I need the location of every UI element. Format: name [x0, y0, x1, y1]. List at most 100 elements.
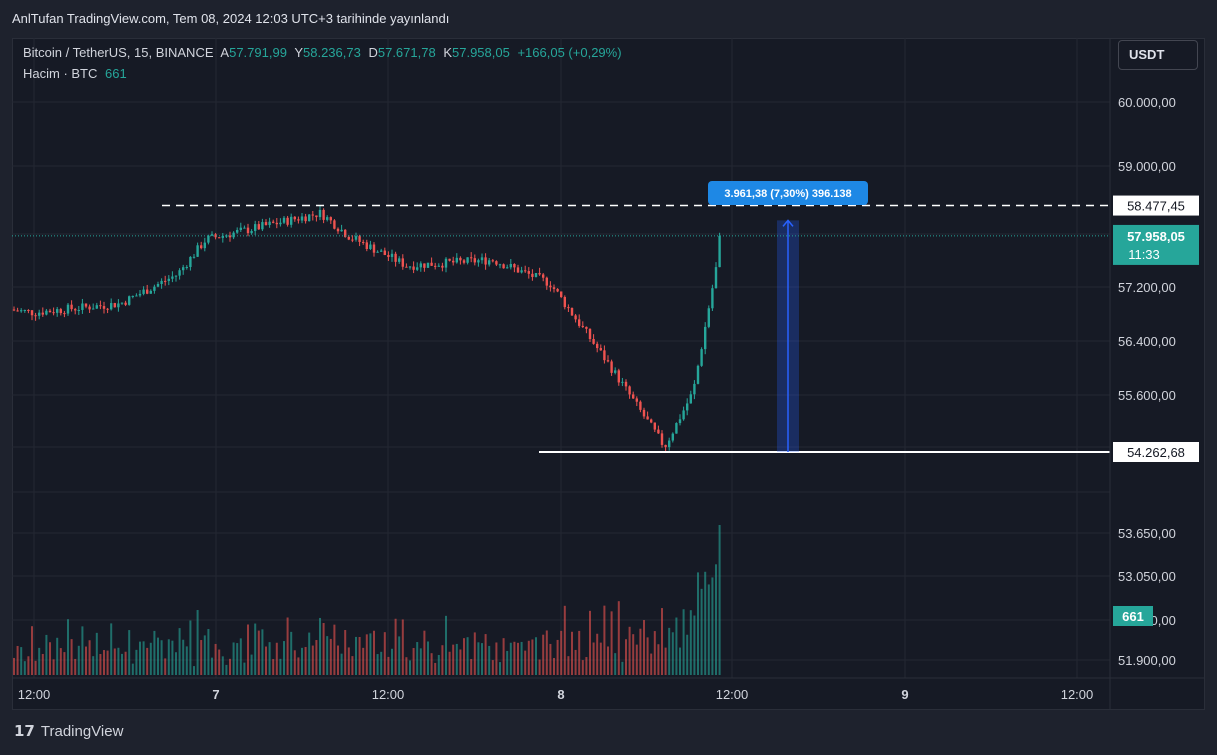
volume-bar: [520, 641, 523, 675]
open-label: A: [220, 45, 230, 60]
candle-body: [160, 280, 163, 284]
volume-bar: [333, 624, 336, 675]
volume-bar: [124, 651, 127, 675]
volume-bar: [405, 657, 408, 675]
time-axis[interactable]: 12:00 7 12:00 8 12:00 9 12:00: [12, 677, 1205, 702]
volume-bar: [416, 642, 419, 675]
chart-pane[interactable]: [12, 38, 1205, 710]
volume-bar: [383, 632, 386, 675]
candle-body: [286, 217, 289, 225]
candle-body: [185, 267, 188, 269]
candle-body: [707, 308, 710, 327]
volume-bar: [621, 661, 624, 675]
candle-body: [545, 277, 548, 286]
volume-bar: [481, 643, 483, 675]
volume-bar: [441, 645, 444, 675]
candle-body: [117, 303, 120, 308]
candle-body: [657, 429, 660, 434]
volume-bar: [693, 615, 696, 675]
volume-bar: [131, 663, 134, 675]
volume-tag: 661: [1122, 609, 1144, 624]
candle-body: [146, 289, 149, 294]
high-label: Y: [294, 45, 303, 60]
volume-bar: [85, 646, 87, 675]
volume-bar: [427, 641, 429, 675]
volume-bar: [679, 647, 681, 675]
volume-bar: [41, 653, 44, 675]
currency-button[interactable]: USDT: [1118, 40, 1198, 70]
volume-bar: [625, 639, 627, 675]
volume-bar: [387, 656, 390, 675]
volume-bar: [509, 642, 512, 675]
price-tick: 55.600,00: [1118, 388, 1176, 403]
candle-body: [329, 217, 332, 221]
tradingview-footer[interactable]: 𝟭𝟳 TradingView: [14, 722, 123, 740]
volume-bar: [283, 641, 285, 675]
candle-body: [452, 260, 455, 263]
candle-body: [243, 227, 246, 229]
level-high-tag-bg: [1113, 195, 1199, 216]
volume-bar: [495, 642, 498, 675]
candle-body: [282, 217, 286, 223]
time-tick: 7: [212, 687, 219, 702]
candle-body: [621, 381, 624, 383]
volume-bar: [218, 649, 221, 675]
candle-body: [106, 308, 109, 310]
candle-body: [700, 349, 703, 366]
volume-bar: [59, 648, 62, 675]
volume-bar: [563, 605, 566, 675]
price-axis[interactable]: 60.000,00 59.000,00 57.200,00 56.400,00 55.6…: [1109, 38, 1199, 710]
candle-body: [189, 256, 192, 268]
candle-body: [113, 303, 116, 308]
candle-body: [138, 293, 142, 296]
candle-body: [718, 235, 721, 268]
volume-bar: [34, 660, 37, 675]
volume-bar: [538, 659, 541, 675]
price-tick: 60.000,00: [1118, 95, 1176, 110]
candle-body: [135, 295, 138, 297]
candle-body: [538, 272, 541, 275]
publish-header: AnlTufan TradingView.com, Tem 08, 2024 1…: [0, 0, 1217, 38]
volume-bar: [110, 623, 113, 675]
candle-body: [416, 267, 419, 270]
price-chart[interactable]: 3.961,38 (7,30%) 396.138 60.000,00 59.000…: [12, 38, 1205, 710]
candle-body: [232, 232, 235, 238]
candle-body: [74, 309, 77, 311]
volume-bar: [286, 617, 289, 675]
volume-bar: [657, 644, 660, 675]
time-tick: 12:00: [1061, 687, 1094, 702]
measure-arrow-head: [782, 219, 794, 227]
volume-bar: [340, 653, 343, 675]
candle-body: [506, 267, 509, 269]
candle-body: [599, 348, 602, 351]
candle-body: [704, 326, 707, 350]
volume-bar: [70, 639, 73, 675]
last-price-tag: 57.958,05: [1127, 229, 1185, 244]
volume-bar: [553, 657, 555, 675]
volume-bar: [502, 638, 505, 675]
candle-body: [556, 288, 559, 292]
candle-body: [671, 433, 674, 441]
volume-bar: [326, 636, 329, 675]
volume-bar: [527, 640, 530, 675]
candle-body: [92, 308, 95, 310]
volume-bar: [344, 630, 347, 675]
close-label: K: [443, 45, 452, 60]
time-tick: 8: [557, 687, 564, 702]
volume-bar: [27, 656, 30, 675]
drawings[interactable]: 3.961,38 (7,30%) 396.138: [12, 181, 1110, 453]
candle-body: [686, 403, 689, 411]
volume-bar: [139, 641, 141, 675]
volume-bar: [401, 619, 404, 675]
candle-body: [315, 215, 318, 218]
candle-body: [488, 260, 491, 265]
volume-bar: [38, 647, 41, 675]
candle-body: [592, 339, 595, 344]
candle-body: [311, 214, 314, 216]
candle-body: [632, 394, 635, 399]
candle-body: [664, 444, 667, 448]
volume-bar: [599, 642, 602, 675]
candle-body: [376, 251, 379, 253]
candle-body: [124, 302, 127, 305]
candle-body: [203, 242, 206, 249]
